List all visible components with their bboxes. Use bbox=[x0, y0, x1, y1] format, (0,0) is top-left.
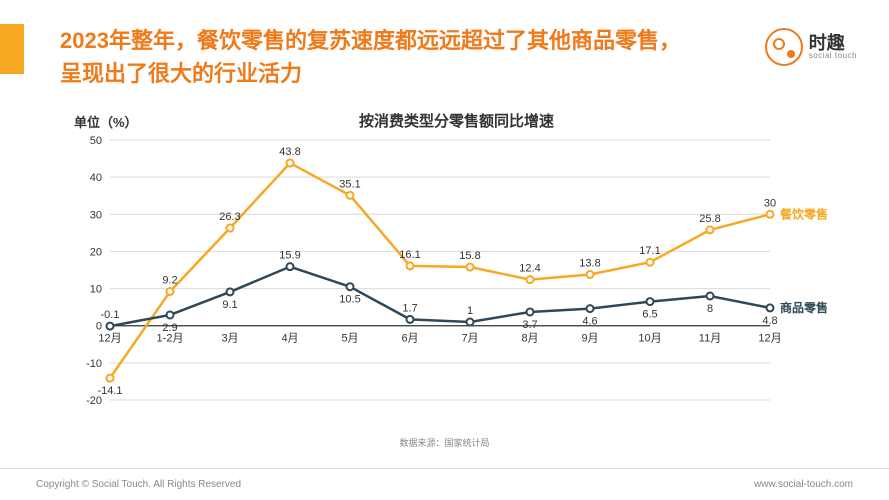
page-title: 2023年整年，餐饮零售的复苏速度都远远超过了其他商品零售，呈现出了很大的行业活… bbox=[60, 24, 700, 90]
logo: 时趣 social touch bbox=[765, 28, 857, 66]
svg-text:9月: 9月 bbox=[581, 333, 598, 345]
svg-text:-0.1: -0.1 bbox=[101, 309, 120, 321]
svg-text:1: 1 bbox=[467, 305, 473, 317]
svg-text:50: 50 bbox=[90, 135, 102, 147]
accent-block bbox=[0, 24, 24, 74]
chart-area: 单位（%） 按消费类型分零售额同比增速 -20-100102030405012月… bbox=[60, 110, 853, 430]
svg-text:11月: 11月 bbox=[699, 333, 721, 345]
svg-text:10: 10 bbox=[90, 284, 102, 296]
svg-text:3月: 3月 bbox=[221, 333, 238, 345]
logo-cn: 时趣 bbox=[809, 34, 857, 52]
logo-en: social touch bbox=[809, 52, 857, 60]
svg-text:餐饮零售: 餐饮零售 bbox=[780, 206, 828, 221]
svg-text:5月: 5月 bbox=[341, 333, 358, 345]
svg-text:26.3: 26.3 bbox=[219, 211, 240, 223]
svg-text:8月: 8月 bbox=[521, 333, 538, 345]
data-source: 数据来源：国家统计局 bbox=[0, 436, 889, 449]
svg-text:7月: 7月 bbox=[461, 333, 478, 345]
svg-text:30: 30 bbox=[764, 197, 776, 209]
svg-text:-10: -10 bbox=[86, 358, 102, 370]
logo-icon bbox=[765, 28, 803, 66]
svg-text:4.6: 4.6 bbox=[582, 316, 597, 328]
svg-text:4月: 4月 bbox=[281, 333, 298, 345]
svg-text:9.2: 9.2 bbox=[162, 275, 177, 287]
svg-text:2.9: 2.9 bbox=[162, 322, 177, 334]
svg-text:1-2月: 1-2月 bbox=[157, 333, 184, 345]
svg-text:-14.1: -14.1 bbox=[97, 385, 122, 397]
svg-text:6.5: 6.5 bbox=[642, 309, 657, 321]
line-chart: -20-100102030405012月1-2月3月4月5月6月7月8月9月10… bbox=[60, 110, 850, 430]
copyright: Copyright © Social Touch. All Rights Res… bbox=[36, 479, 241, 490]
svg-text:4.8: 4.8 bbox=[762, 315, 777, 327]
svg-text:12.4: 12.4 bbox=[519, 263, 540, 275]
svg-text:40: 40 bbox=[90, 172, 102, 184]
svg-text:20: 20 bbox=[90, 246, 102, 258]
svg-text:17.1: 17.1 bbox=[639, 245, 660, 257]
svg-text:8: 8 bbox=[707, 303, 713, 315]
svg-text:6月: 6月 bbox=[401, 333, 418, 345]
svg-text:10月: 10月 bbox=[638, 333, 661, 345]
svg-text:12月: 12月 bbox=[98, 333, 121, 345]
svg-text:商品零售: 商品零售 bbox=[780, 300, 828, 315]
svg-text:15.8: 15.8 bbox=[459, 250, 480, 262]
svg-text:35.1: 35.1 bbox=[339, 178, 360, 190]
svg-text:9.1: 9.1 bbox=[222, 299, 237, 311]
footer: Copyright © Social Touch. All Rights Res… bbox=[0, 468, 889, 500]
svg-text:43.8: 43.8 bbox=[279, 146, 300, 158]
svg-text:1.7: 1.7 bbox=[402, 302, 417, 314]
svg-text:10.5: 10.5 bbox=[339, 294, 360, 306]
svg-text:16.1: 16.1 bbox=[399, 249, 420, 261]
svg-text:0: 0 bbox=[96, 321, 102, 333]
svg-text:3.7: 3.7 bbox=[522, 319, 537, 331]
svg-text:12月: 12月 bbox=[758, 333, 781, 345]
svg-text:13.8: 13.8 bbox=[579, 257, 600, 269]
svg-text:15.9: 15.9 bbox=[279, 250, 300, 262]
website-url: www.social-touch.com bbox=[754, 479, 853, 490]
svg-text:30: 30 bbox=[90, 209, 102, 221]
svg-text:25.8: 25.8 bbox=[699, 213, 720, 225]
